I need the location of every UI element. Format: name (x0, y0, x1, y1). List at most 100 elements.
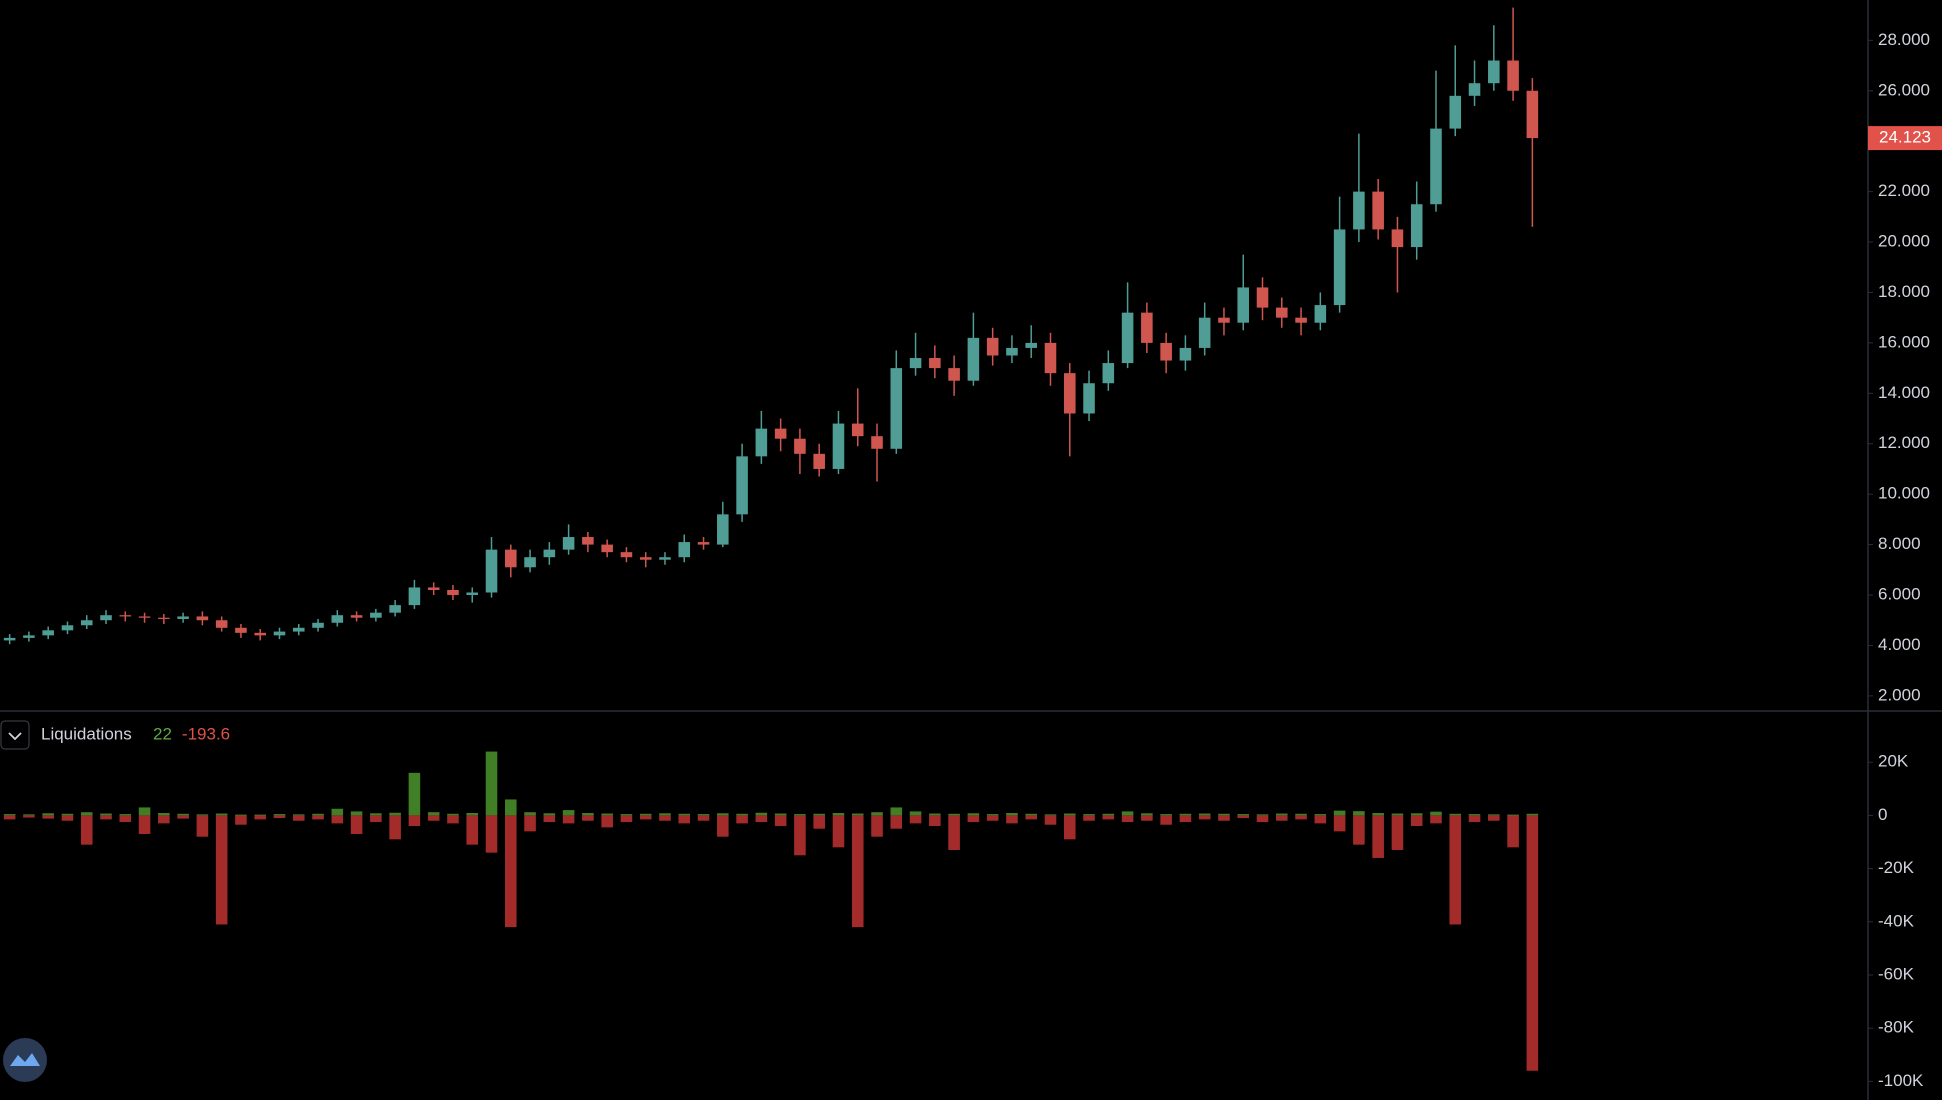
liquidation-bar (1507, 815, 1519, 848)
liquidation-bar (1179, 813, 1192, 816)
candle-body (42, 630, 54, 636)
candle-body (871, 436, 883, 449)
y-tick-label: 10.000 (1878, 484, 1930, 503)
liquidation-bar (1141, 813, 1153, 816)
candle-body (1237, 287, 1250, 323)
liquidation-bar (1198, 813, 1211, 816)
candle-body (215, 620, 228, 628)
candle-body (427, 587, 440, 590)
liquidation-bar (350, 815, 363, 835)
liquidation-bar (601, 815, 613, 828)
candle-body (138, 616, 151, 618)
liquidation-bar (158, 815, 170, 824)
candle-body (1333, 229, 1346, 306)
liquidation-bar (196, 815, 209, 837)
candle-body (389, 605, 401, 613)
y-tick-label: 14.000 (1878, 383, 1930, 402)
liquidation-bar (909, 815, 922, 824)
liquidation-bar (1083, 815, 1095, 821)
candle-body (100, 615, 112, 621)
candle-body (370, 612, 382, 618)
liquidation-bar (1333, 810, 1346, 816)
liquidation-bar (524, 812, 536, 816)
liquidation-bar (524, 815, 536, 832)
last-price-tag (1868, 126, 1942, 151)
candle-body (1430, 128, 1442, 205)
liquidation-bar (582, 815, 594, 821)
candle-body (331, 615, 344, 623)
liquidation-bar (138, 807, 151, 816)
y-tick-label: 6.000 (1878, 585, 1921, 604)
liquidation-bar (543, 815, 556, 823)
chevron-icon (8, 732, 22, 741)
liquidation-bar (1372, 815, 1384, 858)
y-tick-label: 20K (1878, 752, 1909, 771)
candle-body (1295, 317, 1307, 323)
logo[interactable] (3, 1038, 47, 1082)
liquidation-bar (138, 815, 151, 835)
candle-body (639, 557, 652, 560)
candle-body (1449, 95, 1462, 129)
candle-body (774, 428, 787, 439)
candle-body (1141, 312, 1153, 343)
liquidation-bar (697, 815, 710, 821)
liquidation-bar (736, 813, 748, 816)
liquidation-bar (620, 814, 633, 816)
candle-body (177, 616, 189, 619)
liquidation-bar (697, 814, 710, 816)
candle-body (601, 544, 613, 553)
liquidation-bar (3, 814, 16, 816)
candle-body (755, 428, 768, 457)
y-tick-label: -60K (1878, 964, 1915, 983)
candle-body (1526, 90, 1539, 139)
liquidation-bar (427, 815, 440, 821)
liquidation-bar (292, 815, 305, 821)
liquidation-bar (1218, 815, 1230, 821)
liquidation-bar (562, 810, 575, 816)
liquidation-bar (23, 814, 35, 816)
candle-body (1507, 60, 1519, 91)
liquidation-bar (196, 814, 209, 816)
liquidation-bar (331, 808, 344, 816)
y-tick-label: 4.000 (1878, 635, 1921, 654)
candle-body (1025, 342, 1037, 348)
liquidation-bar (774, 813, 787, 816)
candle-body (524, 557, 536, 568)
liquidation-bar (389, 812, 401, 816)
candle-body (929, 358, 941, 369)
liquidation-bar (678, 815, 691, 824)
liquidation-bar (177, 813, 189, 816)
candle-body (1198, 317, 1211, 348)
liquidation-bar (61, 815, 74, 821)
legend-value: -193.6 (182, 724, 230, 743)
candle-body (505, 549, 517, 568)
liquidation-bar (312, 813, 324, 816)
liquidation-bar (1025, 813, 1037, 816)
candle-body (1391, 229, 1404, 248)
liquidation-bar (1430, 811, 1442, 816)
y-tick-label: 26.000 (1878, 80, 1930, 99)
liquidation-bar (948, 815, 960, 850)
liquidation-bar (1295, 815, 1307, 820)
y-tick-label: 18.000 (1878, 282, 1930, 301)
liquidation-bar (832, 813, 845, 816)
liquidation-bar (851, 815, 864, 928)
candle-body (1218, 317, 1230, 323)
liquidation-bar (466, 813, 479, 816)
candle-body (562, 537, 575, 550)
liquidation-bar (254, 814, 266, 816)
collapse-button[interactable] (0, 720, 30, 750)
liquidation-bar (215, 815, 228, 925)
y-tick-label: 12.000 (1878, 433, 1930, 452)
liquidation-bar (158, 813, 170, 816)
liquidation-bar (1121, 815, 1134, 823)
candle-body (620, 552, 633, 558)
candle-body (717, 514, 729, 545)
candle-body (697, 542, 710, 545)
candle-body (466, 592, 479, 596)
candle-body (543, 549, 556, 558)
liquidation-bar (1256, 815, 1269, 823)
liquidation-bar (292, 814, 305, 816)
liquidation-bar (408, 772, 421, 816)
candle-body (408, 587, 421, 606)
